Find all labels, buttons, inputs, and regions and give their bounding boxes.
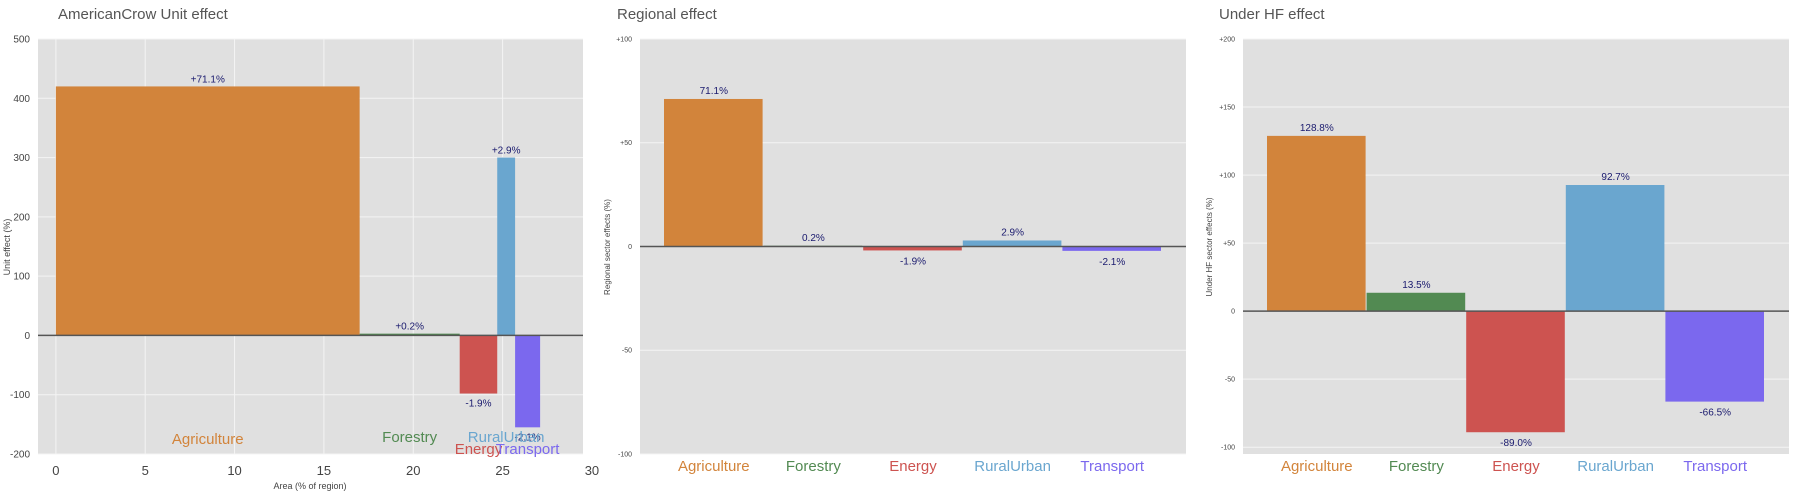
bar-transport xyxy=(1665,311,1764,402)
y-tick-label: -100 xyxy=(10,390,30,401)
y-tick-label: 0 xyxy=(24,331,30,342)
value-label-agriculture: 128.8% xyxy=(1300,123,1334,134)
y-tick-label: +50 xyxy=(1223,241,1235,248)
value-label-transport: -66.5% xyxy=(1699,408,1731,419)
category-label-transport: Transport xyxy=(1683,458,1747,475)
y-tick-label: +200 xyxy=(1219,36,1235,43)
y-axis-label: Regional sector effects (%) xyxy=(603,199,612,295)
y-tick-label: -50 xyxy=(1225,377,1235,384)
category-label-transport: Transport xyxy=(496,441,560,458)
category-label-agriculture: Agriculture xyxy=(172,431,244,448)
value-label-agriculture: +71.1% xyxy=(191,74,225,85)
x-tick-label: 5 xyxy=(142,463,149,478)
y-tick-label: -100 xyxy=(1221,445,1235,452)
y-tick-label: 0 xyxy=(628,244,632,251)
value-label-energy: -1.9% xyxy=(900,256,926,267)
category-label-ruralurban: RuralUrban xyxy=(1577,458,1654,475)
y-tick-label: 200 xyxy=(13,212,30,223)
y-tick-label: +50 xyxy=(620,140,632,147)
y-tick-label: -200 xyxy=(10,450,30,461)
value-label-forestry: 13.5% xyxy=(1402,280,1430,291)
y-tick-label: +100 xyxy=(616,36,632,43)
chart-title: Regional effect xyxy=(617,6,718,23)
bar-transport xyxy=(515,335,541,428)
value-label-energy: -89.0% xyxy=(1500,438,1532,449)
value-label-forestry: 0.2% xyxy=(802,233,825,244)
category-label-agriculture: Agriculture xyxy=(1281,458,1353,475)
category-label-energy: Energy xyxy=(889,458,937,475)
bar-forestry xyxy=(1366,292,1466,312)
bar-energy xyxy=(1466,311,1565,433)
y-tick-label: 500 xyxy=(13,35,30,46)
bar-ruralurban xyxy=(962,240,1062,247)
y-tick-label: +150 xyxy=(1219,104,1235,111)
x-tick-label: 0 xyxy=(52,463,59,478)
under-hf-effect-chart: Under HF effect 128.8% 13.5% -89.0% 92.7% -6… xyxy=(1205,6,1789,475)
bar-agriculture xyxy=(55,86,360,336)
x-tick-label: 20 xyxy=(406,463,420,478)
x-tick-label: 30 xyxy=(585,463,599,478)
y-tick-label: 400 xyxy=(13,94,30,105)
y-axis-label: Unit effect (%) xyxy=(2,219,12,276)
category-label-energy: Energy xyxy=(1492,458,1540,475)
x-tick-label: 25 xyxy=(495,463,509,478)
bar-ruralurban xyxy=(497,157,516,336)
y-tick-label: 100 xyxy=(13,272,30,283)
y-tick-label: 300 xyxy=(13,153,30,164)
value-label-ruralurban: +2.9% xyxy=(492,146,521,157)
category-label-forestry: Forestry xyxy=(786,458,842,475)
category-label-ruralurban: RuralUrban xyxy=(468,429,545,446)
bar-transport xyxy=(1062,246,1161,251)
bar-agriculture xyxy=(1267,135,1366,312)
value-label-agriculture: 71.1% xyxy=(700,86,728,97)
value-label-transport: -2.1% xyxy=(515,432,541,443)
category-label-agriculture: Agriculture xyxy=(678,458,750,475)
regional-effect-chart: Regional effect 71.1%0.2%-1.9%2.9%-2.1% … xyxy=(603,6,1186,475)
chart-title: AmericanCrow Unit effect xyxy=(58,6,229,23)
value-label-forestry: +0.2% xyxy=(395,322,424,333)
x-tick-label: 15 xyxy=(317,463,331,478)
y-axis-label: Under HF sector effects (%) xyxy=(1205,197,1214,296)
value-label-transport: -2.1% xyxy=(1099,257,1125,268)
bar-energy xyxy=(459,335,498,394)
bar-agriculture xyxy=(664,98,763,247)
value-label-ruralurban: 92.7% xyxy=(1601,172,1629,183)
bar-forestry xyxy=(359,333,460,336)
value-label-ruralurban: 2.9% xyxy=(1001,227,1024,238)
value-label-energy: -1.9% xyxy=(465,399,491,410)
bar-energy xyxy=(863,246,962,251)
category-label-forestry: Forestry xyxy=(1389,458,1445,475)
category-label-transport: Transport xyxy=(1080,458,1144,475)
category-label-forestry: Forestry xyxy=(382,429,438,446)
chart-title: Under HF effect xyxy=(1219,6,1325,23)
category-label-ruralurban: RuralUrban xyxy=(974,458,1051,475)
y-tick-label: 0 xyxy=(1231,309,1235,316)
x-axis-label: Area (% of region) xyxy=(273,481,346,491)
unit-effect-chart: AmericanCrow Unit effect +71.1% +0.2% -1.9… xyxy=(2,6,599,491)
bar-ruralurban xyxy=(1565,184,1665,312)
y-tick-label: +100 xyxy=(1219,173,1235,180)
y-tick-label: -100 xyxy=(618,451,632,458)
x-tick-label: 10 xyxy=(227,463,241,478)
y-tick-label: -50 xyxy=(622,348,632,355)
category-label-energy: Energy xyxy=(455,441,503,458)
